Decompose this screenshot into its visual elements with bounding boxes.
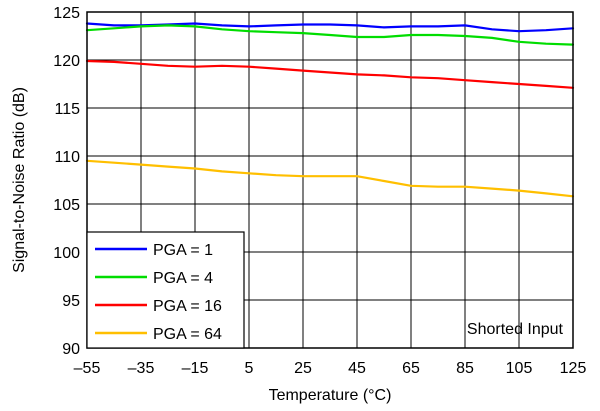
x-axis-label: Temperature (°C)	[269, 387, 392, 404]
series-line-pga-64	[85, 159, 575, 198]
legend-items: PGA = 1 PGA = 4 PGA = 16 PGA = 64	[95, 242, 222, 343]
y-tick-label: 100	[53, 245, 80, 262]
series-line-pga-4	[85, 24, 575, 46]
series-line-pga-16	[85, 59, 575, 89]
x-tick-labels: –55 –35 –15 5 25 45 65 85 105 125	[74, 360, 587, 377]
x-tick-label: 65	[402, 360, 420, 377]
legend-label-pga-64: PGA = 64	[153, 326, 222, 343]
y-tick-label: 95	[62, 293, 80, 310]
y-axis-label: Signal-to-Noise Ratio (dB)	[11, 87, 28, 273]
y-tick-label: 115	[54, 101, 80, 118]
x-tick-label: –55	[74, 360, 101, 377]
y-tick-label: 110	[54, 149, 80, 166]
grid-lines	[87, 12, 573, 348]
x-tick-label: 125	[560, 360, 587, 377]
legend-label-pga-1: PGA = 1	[153, 242, 213, 259]
series-lines	[85, 22, 575, 198]
x-tick-label: 85	[456, 360, 474, 377]
x-tick-label: 45	[348, 360, 366, 377]
x-tick-label: 25	[294, 360, 312, 377]
y-tick-labels: 90 95 100 105 110 115 120 125	[53, 5, 80, 358]
plot-area-frame	[86, 11, 574, 349]
legend-label-pga-4: PGA = 4	[153, 270, 213, 287]
y-tick-label: 120	[53, 53, 80, 70]
x-tick-label: 5	[245, 360, 254, 377]
x-tick-label: –35	[128, 360, 155, 377]
legend-box	[86, 231, 245, 349]
legend-label-pga-16: PGA = 16	[153, 298, 222, 315]
y-tick-label: 90	[62, 341, 80, 358]
legend: PGA = 1 PGA = 4 PGA = 16 PGA = 64	[86, 231, 245, 349]
y-tick-label: 125	[53, 5, 80, 22]
y-tick-label: 105	[53, 197, 80, 214]
annotation-shorted-input: Shorted Input	[467, 321, 564, 338]
x-tick-label: 105	[506, 360, 533, 377]
x-tick-label: –15	[182, 360, 209, 377]
